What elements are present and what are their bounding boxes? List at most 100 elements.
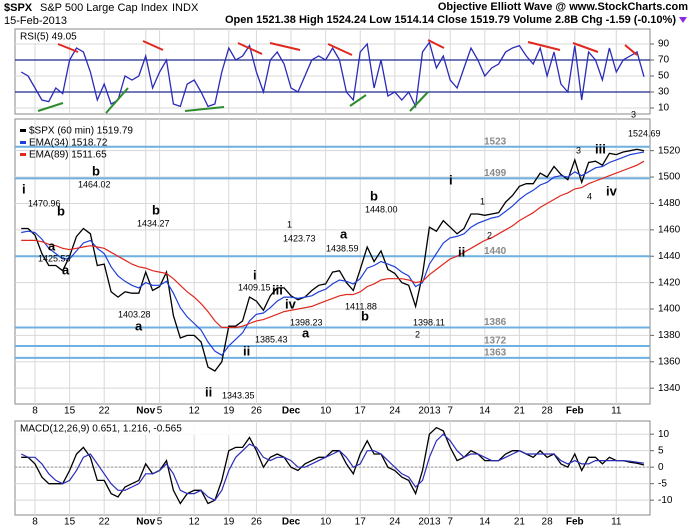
price-annotation: 1 xyxy=(480,196,485,206)
y-tick-label: 0 xyxy=(658,462,664,473)
price-annotation: 4 xyxy=(587,191,592,201)
level-label: 1523 xyxy=(484,136,507,147)
divergence-line xyxy=(349,94,367,107)
wave-label: a xyxy=(62,262,70,277)
x-tick-label: 10 xyxy=(320,517,332,528)
y-tick-label: 5 xyxy=(658,445,664,456)
x-tick-label: 12 xyxy=(189,517,201,528)
y-tick-label: 1500 xyxy=(658,172,681,183)
series-line xyxy=(21,426,645,505)
y-tick-label: 10 xyxy=(658,429,670,440)
wave-label: b xyxy=(361,308,369,323)
price-annotation: 1398.11 xyxy=(413,317,445,327)
y-tick-label: 1400 xyxy=(658,304,681,315)
level-label: 1386 xyxy=(484,317,507,328)
x-tick-label: 17 xyxy=(355,406,367,417)
panel-title: MACD(12,26,9) 0.651, 1.216, -0.565 xyxy=(20,424,182,435)
series-line xyxy=(21,148,645,372)
y-tick-label: 1380 xyxy=(658,330,681,341)
series-line xyxy=(20,433,645,501)
x-tick-label: 22 xyxy=(99,517,111,528)
x-tick-label: 7 xyxy=(447,406,453,417)
x-tick-label: 26 xyxy=(251,517,263,528)
x-tick-label: 19 xyxy=(223,406,235,417)
price-annotation: 1411.88 xyxy=(345,301,377,311)
divergence-lines xyxy=(37,39,638,114)
x-tick-label: Nov xyxy=(136,517,155,528)
divergence-line xyxy=(37,102,64,112)
level-label: 1440 xyxy=(484,246,507,257)
wave-label: iii xyxy=(595,141,606,156)
divergence-line xyxy=(142,40,164,51)
divergence-line xyxy=(624,44,638,56)
divergence-line xyxy=(572,42,599,53)
title-bg xyxy=(16,422,248,435)
credit: Objective Elliott Wave @ www.StockCharts… xyxy=(438,1,688,13)
x-tick-label: Feb xyxy=(566,517,584,528)
x-tick-label: 24 xyxy=(389,517,401,528)
x-tick-label: 21 xyxy=(514,517,526,528)
x-tick-label: 22 xyxy=(99,406,111,417)
divergence-line xyxy=(269,42,301,51)
down-arrow xyxy=(679,17,687,23)
x-tick-label: Dec xyxy=(282,406,301,417)
y-tick-label: 1480 xyxy=(658,198,681,209)
series-line xyxy=(20,40,645,109)
legend-label: EMA(89) 1511.65 xyxy=(29,150,107,161)
level-label: 1499 xyxy=(484,168,507,179)
y-tick-label: 70 xyxy=(658,55,670,66)
date: 15-Feb-2013 xyxy=(4,15,67,27)
macd-panel xyxy=(14,420,651,516)
legend-swatch xyxy=(20,141,26,144)
wave-label: a xyxy=(48,238,56,253)
wave-label: b xyxy=(92,163,100,178)
y-tick-label: 1360 xyxy=(658,356,681,367)
y-tick-label: 1520 xyxy=(658,145,681,156)
divergence-line xyxy=(184,106,225,112)
wave-label: ii xyxy=(205,384,212,399)
wave-label: a xyxy=(302,325,310,340)
legend-swatch xyxy=(20,129,26,132)
price-annotation: 1423.73 xyxy=(283,233,316,243)
x-tick-label: 14 xyxy=(479,517,491,528)
x-tick-label: 21 xyxy=(514,406,526,417)
x-tick-label: 11 xyxy=(611,406,622,417)
wave-label: iv xyxy=(606,183,618,198)
x-tick-label: 5 xyxy=(157,406,163,417)
divergence-line xyxy=(105,87,129,114)
x-tick-label: 8 xyxy=(32,406,38,417)
x-tick-label: 15 xyxy=(64,406,76,417)
x-tick-label: 7 xyxy=(447,517,453,528)
x-tick-label: 5 xyxy=(157,517,163,528)
price-annotation: 2 xyxy=(487,230,492,240)
wave-label: b xyxy=(57,203,65,218)
wave-label: b xyxy=(152,202,160,217)
x-tick-label: 14 xyxy=(479,406,491,417)
x-tick-label: Feb xyxy=(566,406,584,417)
y-tick-label: 1460 xyxy=(658,224,681,235)
y-tick-label: 90 xyxy=(658,39,670,50)
y-tick-label: -5 xyxy=(658,478,667,489)
title-bg xyxy=(16,30,102,43)
panel-title: RSI(5) 49.05 xyxy=(20,32,77,43)
rsi-panel xyxy=(14,28,651,115)
price-annotation: 1 xyxy=(287,219,292,229)
x-tick-label: 26 xyxy=(251,406,263,417)
legend-label: $SPX (60 min) 1519.79 xyxy=(29,126,133,137)
x-tick-label: 10 xyxy=(320,406,332,417)
price-annotation: 1470.96 xyxy=(28,198,61,208)
index-name: S&P 500 Large Cap Index xyxy=(40,2,168,14)
price-annotation: 3 xyxy=(576,145,581,155)
x-tick-label: 2013 xyxy=(418,517,441,528)
price-annotation: 1464.02 xyxy=(78,179,111,189)
divergence-line xyxy=(57,43,79,53)
x-tick-label: Dec xyxy=(282,517,301,528)
x-tick-label: 24 xyxy=(389,406,401,417)
divergence-line xyxy=(427,39,445,49)
x-tick-label: 28 xyxy=(542,517,554,528)
symbol: $SPX xyxy=(4,2,33,14)
wave-label: iii xyxy=(272,282,283,297)
price-panel xyxy=(14,118,651,405)
wave-label: i xyxy=(449,172,453,187)
